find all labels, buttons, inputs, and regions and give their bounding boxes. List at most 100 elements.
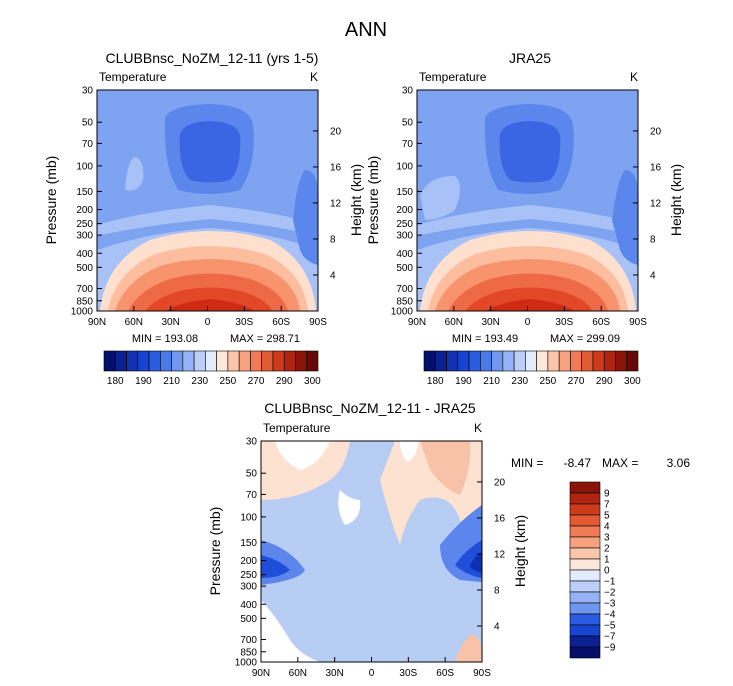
diff-positive-ne-strong [420,441,471,495]
pressure-tick-label: 200 [76,205,93,216]
colorbar-swatch [569,569,601,582]
latitude-tick-label: 60N [125,317,143,328]
colorbar-swatch [569,536,601,549]
height-tick-label: 20 [494,477,506,488]
colorbar-swatch [205,350,217,372]
panel-model-units: K [310,70,318,84]
colorbar-swatch [536,350,549,372]
colorbar-label: 5 [604,511,610,522]
pressure-tick-label: 70 [246,490,258,501]
panel-obs-variable: Temperature [419,70,487,84]
colorbar-swatch [446,350,459,372]
latitude-tick-label: 60N [289,668,307,679]
colorbar-label: 250 [220,376,237,387]
colorbar-swatch [569,547,601,560]
latitude-tick-label: 30S [399,668,417,679]
colorbar-swatch [261,350,274,372]
pressure-tick-label: 700 [76,284,93,295]
latitude-tick-label: 30N [481,317,499,328]
colorbar-swatch [137,350,150,372]
colorbar-swatch [569,624,601,637]
colorbar-swatch [558,350,571,372]
latitude-tick-label: 0 [525,317,531,328]
colorbar-label: 4 [604,522,610,533]
colorbar-swatch [103,350,116,372]
colorbar-label: 300 [304,376,321,387]
panel-obs-title: JRA25 [509,50,551,66]
colorbar-swatch [238,350,251,372]
panel-model-variable: Temperature [99,70,167,84]
panel-obs-ylabel-left: Pressure (mb) [365,156,381,245]
latitude-tick-label: 30S [555,317,573,328]
pressure-tick-label: 500 [396,263,413,274]
pressure-tick-label: 300 [240,582,257,593]
colorbar-swatch [272,350,285,372]
latitude-tick-label: 30N [161,317,179,328]
panel-obs-contours [417,90,638,311]
pressure-tick-label: 100 [240,512,257,523]
colorbar-swatch [569,580,601,593]
colorbar-swatch [114,350,127,372]
colorbar-swatch [525,350,537,372]
colorbar-swatch [283,350,296,372]
colorbar-label: −5 [604,621,616,632]
panel-diff-variable: Temperature [263,421,331,435]
height-tick-label: 8 [650,234,656,245]
pressure-tick-label: 400 [76,249,93,260]
diff-negative-e-core [470,552,482,573]
colorbar-label: 2 [604,544,610,555]
pressure-tick-label: 100 [76,161,93,172]
latitude-tick-label: 90N [252,668,270,679]
colorbar-swatch [626,350,639,372]
colorbar-swatch [581,350,594,372]
colorbar-label: 290 [596,376,613,387]
latitude-tick-label: 0 [369,668,375,679]
pressure-tick-label: 500 [76,263,93,274]
diff-zero-mid [338,490,361,525]
pressure-tick-label: 700 [396,284,413,295]
height-tick-label: 12 [494,549,506,560]
contour-cold-core-inner [179,121,241,183]
pressure-tick-label: 200 [240,556,257,567]
contour-polar-cold [293,170,318,265]
contour-polar-cold [612,170,638,265]
pressure-tick-label: 850 [240,647,257,658]
colorbar-swatch [569,591,601,604]
colorbar-swatch [569,525,601,538]
latitude-tick-label: 90N [88,317,106,328]
colorbar-label: 230 [511,376,528,387]
colorbar-label: 180 [107,376,124,387]
height-tick-label: 12 [650,198,662,209]
colorbar-label: 190 [135,376,152,387]
panel-obs-colorbar: 180 190 210 230 250 270 290 300 [423,350,641,387]
colorbar-label: 270 [568,376,585,387]
height-tick-label: 12 [330,198,342,209]
colorbar-label: 180 [427,376,444,387]
contour-warm-patch [420,175,460,220]
latitude-tick-label: 60S [592,317,610,328]
pressure-tick-label: 70 [82,139,94,150]
panel-obs: JRA25 Temperature K 30507010015020025030… [365,50,684,387]
colorbar-swatch [615,350,628,372]
colorbar-label: 3 [604,533,610,544]
colorbar-swatch [569,503,601,516]
colorbar-swatch [423,350,436,372]
colorbar-swatch [148,350,161,372]
colorbar-swatch [182,350,195,372]
pressure-tick-label: 1000 [391,307,414,318]
pressure-tick-label: 30 [246,437,258,448]
pressure-tick-label: 300 [396,231,413,242]
pressure-tick-label: 250 [76,219,93,230]
pressure-tick-label: 300 [76,231,93,242]
panel-diff-ylabel-right: Height (km) [512,515,528,587]
colorbar-swatch [502,350,515,372]
contour-band-8 [165,299,255,311]
colorbar-label: −1 [604,577,616,588]
pressure-tick-label: 150 [240,538,257,549]
panel-model: CLUBBnsc_NoZM_12-11 (yrs 1-5) Temperatur… [43,50,364,387]
panel-obs-units: K [630,70,638,84]
colorbar-label: 290 [276,376,293,387]
pressure-tick-label: 30 [82,86,94,97]
latitude-tick-label: 30N [325,668,343,679]
